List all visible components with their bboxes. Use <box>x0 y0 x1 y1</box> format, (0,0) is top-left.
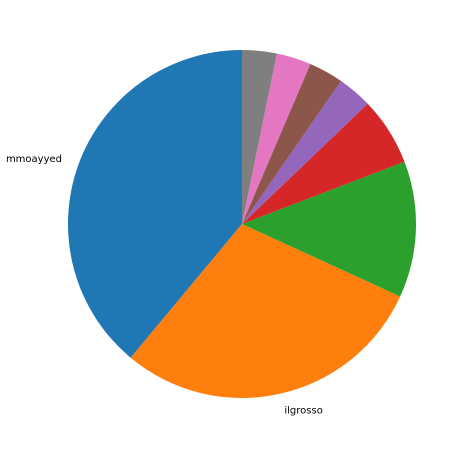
pie-slice-4 <box>242 80 368 224</box>
pie-slice-0 <box>67 50 242 358</box>
pie-slice-3 <box>242 103 405 224</box>
pie-slice-5 <box>242 63 342 224</box>
pie-label-0: mmoayyed <box>6 154 62 165</box>
pie-slice-7 <box>242 50 277 224</box>
pie-slice-6 <box>242 53 311 224</box>
pie-slice-1 <box>130 224 401 399</box>
pie-label-1: ilgrosso <box>284 406 322 417</box>
pie-labels: mmoayyed ilgrosso <box>6 154 323 417</box>
pie-slices <box>67 50 417 399</box>
pie-slice-2 <box>242 161 417 297</box>
